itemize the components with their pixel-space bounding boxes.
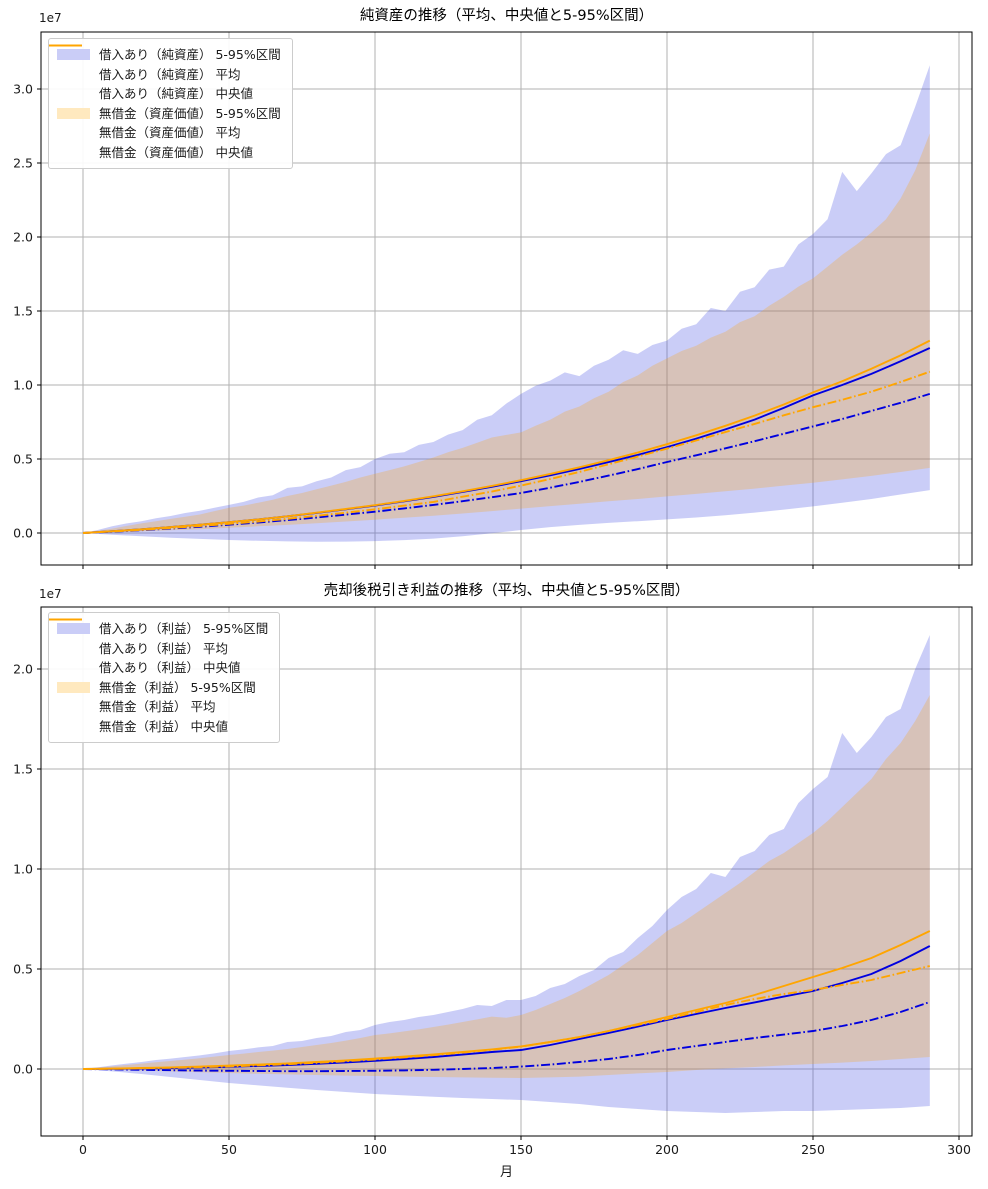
loan-band-swatch-icon	[57, 623, 90, 635]
loan-median-line	[82, 1001, 931, 1073]
noloan-dashdot-line-swatch-icon	[49, 44, 82, 47]
tick-marks	[37, 668, 960, 1140]
noloan-median-line	[82, 965, 931, 1070]
y-tick-label: 0.5	[13, 961, 33, 976]
legend-item: 借入あり（純資産） 5-95%区間	[57, 45, 281, 65]
gridlines	[41, 32, 972, 565]
legend-item: 無借金（利益） 5-95%区間	[57, 678, 268, 698]
noloan-dashdot-line-swatch-icon	[49, 618, 82, 621]
legend-item: 無借金（資産価値） 中央値	[49, 44, 281, 163]
legend-item: 借入あり（利益） 中央値	[49, 618, 268, 678]
loan-band-area	[83, 635, 930, 1113]
noloan-band-area	[83, 133, 930, 533]
legend-item-label: 借入あり（純資産） 中央値	[99, 86, 253, 101]
legend-item-label: 無借金（利益） 平均	[99, 699, 216, 714]
legend-net-assets: 借入あり（純資産） 5-95%区間 借入あり（純資産） 平均 借入あり（純資産） 中…	[48, 38, 293, 169]
legend-item: 無借金（資産価値） 5-95%区間	[57, 104, 281, 124]
legend-item: 借入あり（利益） 5-95%区間	[57, 619, 268, 639]
legend-item-label: 無借金（資産価値） 平均	[99, 125, 241, 140]
x-tick-label: 250	[801, 1142, 825, 1157]
y-tick-label: 2.0	[13, 229, 33, 244]
chart-title-net-assets: 純資産の推移（平均、中央値と5-95%区間）	[359, 8, 654, 24]
legend-item: 無借金（利益） 中央値	[49, 618, 268, 737]
y-tick-label: 1.0	[13, 377, 33, 392]
y-tick-label: 1.5	[13, 761, 33, 776]
noloan-band-swatch-icon	[57, 107, 90, 119]
legend-swatch	[57, 681, 90, 693]
y-tick-label: 1.5	[13, 303, 33, 318]
legend-item-label: 無借金（利益） 中央値	[99, 718, 228, 734]
y-tick-label: 1.0	[13, 861, 33, 876]
legend-item: 借入あり（純資産） 中央値	[49, 44, 281, 104]
plot-frame	[40, 606, 973, 1137]
y-tick-label: 0.5	[13, 451, 33, 466]
plot-frame	[40, 31, 973, 566]
chart-title-profit: 売却後税引き利益の推移（平均、中央値と5-95%区間）	[323, 583, 690, 599]
y-axis-offset-label-bottom: 1e7	[39, 587, 62, 601]
legend-item-label: 借入あり（利益） 5-95%区間	[99, 621, 269, 636]
x-axis-label: 月	[499, 1165, 513, 1180]
y-tick-label: 0.0	[13, 1061, 33, 1076]
noloan-band-swatch-icon	[57, 681, 90, 693]
legend-item-label: 借入あり（利益） 平均	[99, 640, 228, 656]
noloan-band-area	[83, 695, 930, 1078]
legend-item-label: 借入あり（利益） 中央値	[99, 660, 241, 675]
legend-item: 借入あり（利益） 平均	[49, 618, 268, 659]
x-tick-label: 50	[221, 1142, 237, 1157]
legend-item: 借入あり（純資産） 平均	[49, 44, 281, 85]
legend-item-label: 借入あり（純資産） 5-95%区間	[99, 47, 281, 62]
legend-swatch	[57, 623, 90, 635]
y-tick-label: 2.5	[13, 155, 33, 170]
y-tick-label: 0.0	[13, 525, 33, 540]
x-tick-label: 200	[655, 1142, 679, 1157]
noloan-median-line	[82, 370, 931, 534]
legend-item-label: 無借金（利益） 5-95%区間	[99, 679, 256, 695]
noloan-mean-line	[82, 339, 931, 534]
tick-marks	[37, 88, 960, 569]
loan-mean-line	[82, 945, 931, 1070]
legend-item: 無借金（利益） 平均	[49, 618, 268, 717]
legend-swatch	[57, 107, 90, 119]
x-tick-label: 100	[363, 1142, 387, 1157]
legend-profit: 借入あり（利益） 5-95%区間 借入あり（利益） 平均 借入あり（利益） 中央値無…	[48, 612, 281, 743]
legend-item-label: 借入あり（純資産） 平均	[99, 66, 241, 82]
y-tick-label: 3.0	[13, 81, 33, 96]
noloan-mean-line	[82, 930, 931, 1070]
legend-item: 無借金（資産価値） 平均	[49, 44, 281, 143]
legend-item-label: 無借金（資産価値） 中央値	[99, 144, 253, 160]
x-tick-label: 0	[79, 1142, 87, 1157]
loan-band-area	[83, 65, 930, 542]
loan-band-swatch-icon	[57, 49, 90, 61]
y-tick-label: 2.0	[13, 661, 33, 676]
y-axis-offset-label-top: 1e7	[39, 11, 62, 25]
legend-item-label: 無借金（資産価値） 5-95%区間	[99, 105, 281, 121]
x-tick-label: 300	[947, 1142, 971, 1157]
loan-median-line	[82, 392, 931, 534]
legend-swatch	[57, 49, 90, 61]
x-tick-label: 150	[509, 1142, 533, 1157]
